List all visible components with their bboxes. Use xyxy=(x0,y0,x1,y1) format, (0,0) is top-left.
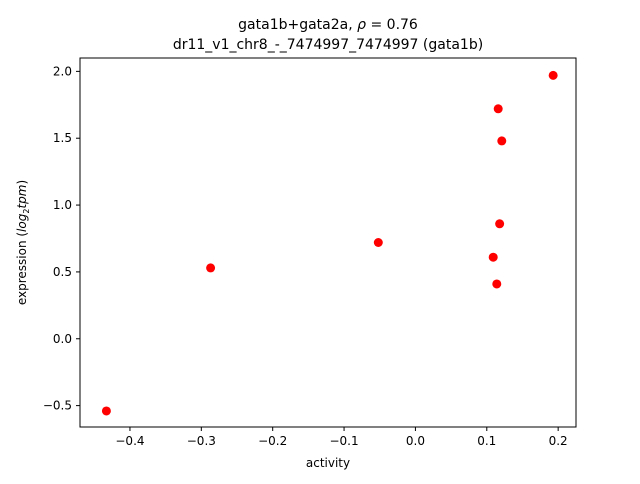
axes-frame xyxy=(79,57,577,428)
x-tick-label: −0.2 xyxy=(258,434,287,448)
y-tick-label: 0.5 xyxy=(53,265,72,279)
scatter-point xyxy=(492,279,502,289)
x-axis-label: activity xyxy=(306,456,350,470)
plot-area xyxy=(101,70,558,416)
scatter-point xyxy=(497,136,507,146)
y-tick-label: 0.0 xyxy=(53,332,72,346)
y-tick-label: 1.0 xyxy=(53,198,72,212)
scatter-point xyxy=(493,104,503,114)
y-axis-ticks: −0.5 0.0 0.5 1.0 1.5 2.0 xyxy=(43,64,80,413)
chart-title-line2: dr11_v1_chr8_-_7474997_7474997 (gata1b) xyxy=(173,37,483,53)
y-tick-label: 2.0 xyxy=(53,64,72,78)
x-tick-label: −0.3 xyxy=(187,434,216,448)
y-axis-label: expression (log2tpm) xyxy=(15,180,31,305)
scatter-point xyxy=(548,70,558,80)
chart-title-line1: gata1b+gata2a, ρ = 0.76 xyxy=(238,17,418,33)
scatter-point xyxy=(206,263,216,273)
x-tick-label: 0.1 xyxy=(477,434,496,448)
y-tick-label: 1.5 xyxy=(53,131,72,145)
scatter-point xyxy=(373,238,383,247)
x-axis-ticks: −0.4 −0.3 −0.2 −0.1 0.0 0.1 0.2 xyxy=(115,427,568,448)
x-tick-label: −0.1 xyxy=(329,434,358,448)
x-tick-label: 0.0 xyxy=(406,434,425,448)
scatter-point xyxy=(101,406,111,416)
y-tick-label: −0.5 xyxy=(43,399,72,413)
x-tick-label: −0.4 xyxy=(115,434,144,448)
x-tick-label: 0.2 xyxy=(549,434,568,448)
scatter-point xyxy=(495,219,505,229)
scatter-point xyxy=(488,252,498,262)
